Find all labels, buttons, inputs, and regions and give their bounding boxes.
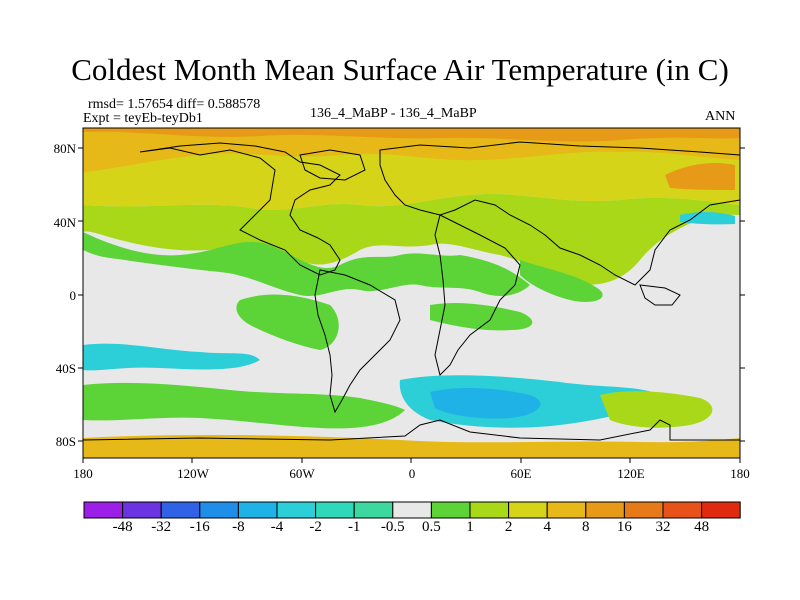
colorbar-label: 0.5 [422, 519, 441, 535]
colorbar-label: -4 [270, 519, 284, 535]
lat-label-80n: 80N [53, 141, 76, 156]
colorbar-box [199, 501, 239, 519]
period-label: 136_4_MaBP - 136_4_MaBP [310, 106, 477, 121]
arctic-hot-spot [83, 128, 740, 142]
colorbar-label: -16 [189, 519, 210, 535]
south-cool-band [83, 343, 260, 371]
north-green-zone [83, 193, 740, 285]
colorbar-label: -0.5 [380, 519, 405, 535]
lat-ticks [78, 147, 745, 442]
colorbar [83, 501, 741, 519]
lat-label-40n: 40N [53, 215, 76, 230]
lon-ticks [82, 458, 741, 463]
lon-label-120e: 120E [617, 466, 645, 481]
lat-label-80s: 80S [55, 434, 76, 449]
season-label: ANN [705, 109, 736, 124]
south-yellow-patch [600, 391, 713, 428]
south-green-band [83, 382, 405, 429]
indian-ocean-cool [680, 212, 735, 225]
colorbar-label: 48 [694, 519, 710, 535]
colorbar-label: 4 [543, 519, 551, 535]
coastline-eurasia [379, 141, 740, 286]
colorbar-box [430, 501, 471, 519]
colorbar-label: -48 [112, 519, 133, 535]
colorbar-box [237, 501, 278, 519]
africa-green [520, 260, 603, 302]
lon-label-120w: 120W [177, 466, 209, 481]
map-title: Coldest Month Mean Surface Air Temperatu… [71, 52, 729, 87]
colorbar-box [585, 501, 625, 519]
experiment-label: Expt = teyEb-teyDb1 [83, 111, 203, 126]
coastline-antarctica [83, 419, 740, 441]
lon-label-0: 0 [408, 466, 416, 481]
colorbar-label: 8 [582, 519, 590, 535]
tropics-green-east [430, 302, 533, 331]
colorbar-label: 2 [504, 519, 513, 535]
stats-line: rmsd= 1.57654 diff= 0.588578 [88, 97, 261, 112]
colorbar-box [122, 501, 162, 519]
colorbar-box [315, 501, 355, 519]
lon-label-180e: 180 [730, 466, 750, 481]
lon-label-60w: 60W [289, 466, 315, 481]
colorbar-box [546, 501, 587, 519]
colorbar-box [276, 501, 317, 519]
lon-label-60e: 60E [510, 466, 532, 481]
colorbar-box [701, 501, 741, 519]
siberia-hot-spot [665, 163, 735, 190]
colorbar-box [392, 501, 432, 519]
colorbar-label: -2 [309, 519, 322, 535]
map-field [83, 128, 740, 458]
colorbar-box [623, 501, 664, 519]
colorbar-label: 1 [466, 519, 474, 535]
antarctic-coast-warm [83, 434, 740, 458]
coastline-south-america [314, 269, 401, 414]
colorbar-box [662, 501, 703, 519]
tropics-green-west [236, 294, 339, 350]
colorbar-box [83, 501, 124, 519]
coastline-greenland [299, 149, 366, 181]
colorbar-label: -8 [232, 519, 245, 535]
coastlines [83, 141, 740, 441]
lon-label-180w: 180 [73, 466, 93, 481]
colorbar-label: -1 [347, 519, 361, 535]
colorbar-label: 32 [655, 519, 671, 535]
coastline-north-america [139, 142, 341, 276]
colorbar-box [469, 501, 510, 519]
coastline-australia [639, 284, 681, 306]
lat-label-0: 0 [69, 288, 77, 303]
colorbar-label: -32 [151, 519, 172, 535]
coastline-africa [434, 214, 521, 376]
colorbar-box [508, 501, 548, 519]
colorbar-box [160, 501, 201, 519]
lat-label-40s: 40S [55, 361, 76, 376]
south-atlantic-core [430, 388, 541, 419]
colorbar-box [353, 501, 394, 519]
colorbar-label: 16 [616, 519, 632, 535]
north-light-green-zone [83, 232, 530, 297]
